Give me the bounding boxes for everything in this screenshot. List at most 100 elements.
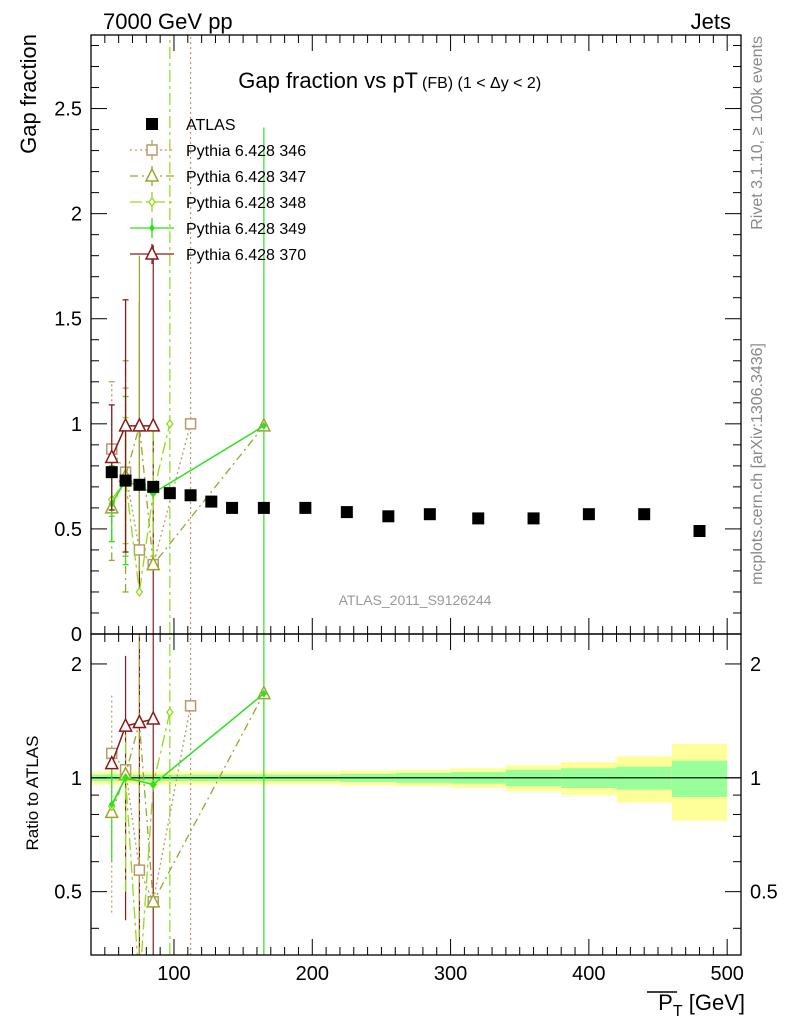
main-y-tick-label: 2.5 [54,99,82,121]
data-point [118,417,133,432]
data-point [147,480,160,493]
ratio-series-p349 [108,689,267,809]
x-tick-label: 300 [434,963,467,985]
ratio-point [146,893,161,908]
data-point [133,478,146,491]
ratio-series-line [111,712,171,955]
data-point [226,501,239,514]
ratio-y-tick-label-left: 0.5 [54,882,82,904]
legend-marker [149,224,155,232]
data-point [299,501,312,514]
data-point [184,418,197,430]
plot-subtitle: (FB) (1 < Δy < 2) [422,75,541,92]
data-point [527,512,540,525]
data-point [260,421,267,430]
data-point [340,506,353,519]
data-point [163,487,176,500]
x-axis-title: PT [GeV] [647,990,745,1020]
ratio-y-tick-label-right: 1 [750,768,761,790]
data-point [105,466,118,479]
x-tick-label: 100 [157,963,190,985]
ratio-point [108,800,115,809]
legend-marker [148,196,156,208]
legend-marker [146,144,158,156]
ratio-point [150,780,157,789]
data-point [135,586,144,598]
x-tick-label: 200 [296,963,329,985]
ratio-ylabel: Ratio to ATLAS [23,736,42,851]
series-line [111,423,171,593]
ratio-y-tick-label-right: 2 [750,654,761,676]
legend-marker [144,167,160,182]
data-point [104,448,119,464]
legend-label: ATLAS [186,117,236,134]
main-panel-content [104,35,706,634]
analysis-watermark: ATLAS_2011_S9126244 [339,592,492,608]
data-point [132,417,147,432]
legend-marker [144,245,160,260]
data-point [382,510,395,523]
x-axis-title-text: PT [GeV] [658,990,745,1020]
data-point [133,544,146,556]
data-point [119,474,132,487]
ratio-y-tick-label-left: 1 [71,768,82,790]
ratio-point [122,773,129,782]
band-inner-bin [671,760,728,797]
data-point [582,508,595,521]
header-left-label: 7000 GeV pp [103,9,233,34]
ratio-point [133,864,146,876]
legend-label: Pythia 6.428 370 [186,247,306,264]
ratio-point [166,707,174,718]
ratio-point [118,717,133,732]
ratio-series-p370 [104,710,161,770]
data-point [184,489,197,502]
legend: ATLAS Pythia 6.428 346 Pythia 6.428 347 Pyt… [130,117,306,264]
ratio-y-tick-label-right: 0.5 [750,882,778,904]
main-ylabel: Gap fraction [16,34,41,154]
ratio-point [132,713,147,729]
legend-entry-p346: Pythia 6.428 346 [130,140,306,160]
ratio-series-line [111,718,154,764]
series-line [111,425,154,458]
x-tick-label: 500 [710,963,743,985]
data-point [146,555,161,571]
legend-marker [146,118,158,130]
legend-entry-p370: Pythia 6.428 370 [130,244,306,264]
legend-entry-p349: Pythia 6.428 349 [130,218,306,238]
ratio-point [184,700,197,712]
legend-label: Pythia 6.428 346 [186,143,306,160]
main-y-tick-label: 0.5 [54,519,82,541]
x-tick-label: 400 [572,963,605,985]
legend-label: Pythia 6.428 349 [186,221,306,238]
data-point [472,512,485,525]
series-p370 [104,299,161,553]
data-point [638,508,651,521]
mcplots-label: mcplots.cern.ch [arXiv:1306.3436] [749,343,766,585]
rivet-version-label: Rivet 3.1.10, ≥ 100k events [749,36,766,230]
data-point [166,418,174,429]
legend-entry-p348: Pythia 6.428 348 [130,192,306,212]
legend-entry-atlas: ATLAS [146,117,236,134]
main-y-tick-label: 1.5 [54,309,82,331]
data-point [146,417,161,432]
ratio-panel-content [104,634,272,955]
legend-label: Pythia 6.428 348 [186,195,306,212]
data-point [205,495,218,508]
series-atlas [105,466,706,538]
legend-label: Pythia 6.428 347 [186,169,306,186]
ratio-point [104,754,119,770]
main-y-tick-label: 1 [71,414,82,436]
ratio-point [260,689,267,698]
data-point [693,525,706,538]
ratio-y-tick-label-left: 2 [71,654,82,676]
header-right-label: Jets [691,9,731,34]
main-y-tick-label: 0 [71,624,82,646]
main-y-tick-label: 2 [71,204,82,226]
data-point [257,501,270,514]
ratio-frame [90,633,742,956]
legend-entry-p347: Pythia 6.428 347 [130,166,306,186]
data-point [423,508,436,521]
ratio-point [146,710,161,725]
ratio-series-line [111,692,265,805]
